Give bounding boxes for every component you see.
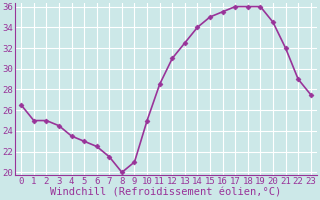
- X-axis label: Windchill (Refroidissement éolien,°C): Windchill (Refroidissement éolien,°C): [50, 187, 282, 197]
